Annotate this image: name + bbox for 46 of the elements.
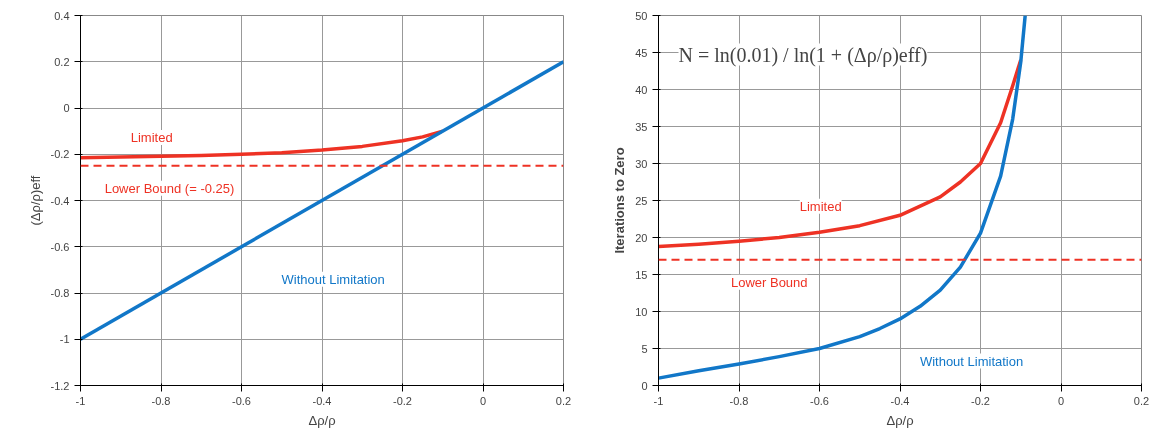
y-axis-title: Iterations to Zero [612, 147, 628, 254]
series-label: Limited [799, 198, 842, 214]
y-tick-label: -0.4 [50, 194, 70, 207]
x-tick-label: -0.6 [810, 394, 829, 407]
x-tick-label: 0.2 [1133, 394, 1150, 407]
y-tick-label: 35 [635, 120, 648, 133]
y-tick-label: 5 [641, 342, 648, 355]
y-tick-label: -0.8 [50, 287, 70, 299]
y-axis-title: (Δρ/ρ)eff [27, 175, 43, 226]
text: Without Limitation [281, 271, 385, 287]
line-series [658, 15, 1027, 380]
y-tick-label: 30 [635, 157, 648, 170]
y-tick-label: -1.2 [50, 379, 70, 392]
y-tick-label: 25 [635, 194, 648, 207]
ref-line-label: Lower Bound [730, 274, 808, 290]
x-tick-label: -0.8 [729, 394, 749, 407]
ref-line-label: Lower Bound (= -0.25) [104, 180, 235, 196]
series-label: Limited [130, 130, 173, 146]
x-tick-label: -1 [653, 394, 664, 407]
x-tick-label: 0.2 [555, 394, 572, 407]
x-axis-title: Δρ/ρ [886, 412, 914, 428]
x-tick-label: -0.2 [971, 394, 990, 407]
annotation: N = ln(0.01) / ln(1 + (Δρ/ρ)eff) [678, 43, 928, 67]
y-tick-label: 10 [635, 305, 648, 318]
y-tick-label: 15 [635, 268, 648, 281]
y-tick-label: 40 [635, 83, 648, 96]
y-tick-label: -0.2 [50, 148, 70, 161]
y-tick-label: -0.6 [50, 240, 70, 253]
x-tick-label: -0.2 [393, 394, 412, 407]
x-tick-label: -0.4 [890, 394, 910, 407]
y-tick-label: 50 [635, 9, 648, 22]
text: Without Limitation [919, 353, 1024, 369]
y-tick-label: 45 [635, 46, 648, 59]
y-tick-label: 0.4 [54, 9, 70, 22]
y-tick-label: 0.2 [54, 55, 70, 68]
x-tick-label: -0.6 [232, 394, 251, 407]
x-tick-label: 0 [1057, 394, 1065, 407]
x-tick-label: 0 [479, 394, 487, 407]
y-tick-label: -1 [59, 333, 70, 346]
x-tick-label: -1 [75, 394, 86, 407]
y-tick-label: 0 [63, 102, 70, 114]
y-tick-label: 0 [641, 379, 648, 392]
x-tick-label: -0.8 [151, 394, 171, 407]
x-tick-label: -0.4 [312, 394, 332, 407]
x-axis-title: Δρ/ρ [308, 412, 336, 428]
y-tick-label: 20 [635, 231, 648, 244]
